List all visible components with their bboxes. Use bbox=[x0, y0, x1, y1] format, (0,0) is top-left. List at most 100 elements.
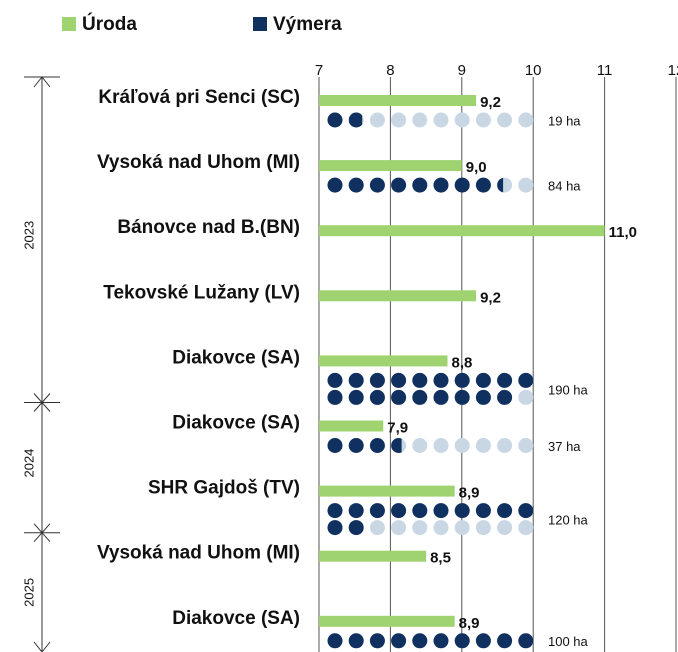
area-dot bbox=[327, 438, 343, 453]
legend-swatch bbox=[62, 17, 76, 31]
area-dot bbox=[475, 633, 491, 649]
x-tick-label: 11 bbox=[597, 62, 613, 79]
area-dot-bg bbox=[518, 438, 534, 453]
area-dot bbox=[369, 438, 385, 453]
area-dot bbox=[348, 372, 364, 388]
x-tick-label: 10 bbox=[525, 62, 542, 79]
area-dot bbox=[497, 177, 504, 193]
area-dot bbox=[348, 389, 364, 405]
category-label: Bánovce nad B.(BN) bbox=[117, 217, 300, 238]
bar bbox=[319, 615, 455, 627]
area-dot bbox=[327, 177, 343, 193]
area-label: 37 ha bbox=[548, 439, 581, 454]
category-label: Diakovce (SA) bbox=[172, 347, 300, 368]
area-dot-bg bbox=[454, 438, 470, 453]
area-dot bbox=[433, 177, 449, 193]
area-dot bbox=[412, 177, 428, 193]
arrow bbox=[33, 641, 51, 652]
area-dot-bg bbox=[475, 112, 491, 128]
area-dot bbox=[454, 389, 470, 405]
x-tick-label: 12 bbox=[668, 62, 678, 79]
area-dot bbox=[348, 438, 364, 453]
area-dot bbox=[454, 503, 470, 519]
area-dot bbox=[454, 372, 470, 388]
area-dot-bg bbox=[369, 520, 385, 536]
area-dot bbox=[327, 112, 343, 128]
area-dot bbox=[497, 633, 513, 649]
area-dot bbox=[369, 177, 385, 193]
area-dot-bg bbox=[454, 520, 470, 536]
bar bbox=[319, 225, 605, 237]
area-dot bbox=[454, 633, 470, 649]
area-dot bbox=[348, 112, 363, 128]
area-dot bbox=[369, 389, 385, 405]
x-tick-label: 8 bbox=[386, 62, 394, 79]
area-dot-bg bbox=[475, 520, 491, 536]
area-dot bbox=[348, 520, 364, 536]
area-dot bbox=[369, 372, 385, 388]
bar bbox=[319, 485, 455, 497]
area-dot bbox=[327, 520, 343, 536]
area-dot bbox=[412, 372, 428, 388]
area-dot bbox=[475, 177, 491, 193]
area-label: 19 ha bbox=[548, 113, 581, 128]
area-dot-bg bbox=[369, 112, 385, 128]
area-dot bbox=[433, 389, 449, 405]
area-dot-bg bbox=[412, 520, 428, 536]
area-dot bbox=[348, 633, 364, 649]
area-label: 100 ha bbox=[548, 634, 589, 649]
area-dot bbox=[327, 372, 343, 388]
area-dot bbox=[391, 389, 407, 405]
bracket-cross bbox=[33, 393, 51, 412]
category-label: Vysoká nad Uhom (MI) bbox=[97, 543, 300, 564]
area-dot-bg bbox=[518, 177, 534, 193]
area-dot-bg bbox=[433, 112, 449, 128]
area-dot bbox=[412, 633, 428, 649]
area-dot bbox=[518, 503, 534, 519]
area-dot-bg bbox=[497, 438, 513, 453]
value-label: 9,0 bbox=[466, 159, 487, 176]
area-dot-bg bbox=[497, 112, 513, 128]
area-dot bbox=[433, 503, 449, 519]
bar bbox=[319, 290, 477, 302]
area-dot bbox=[497, 503, 513, 519]
area-dot bbox=[454, 177, 470, 193]
area-dot bbox=[348, 177, 364, 193]
area-dot-bg bbox=[454, 112, 470, 128]
area-dot-bg bbox=[518, 112, 534, 128]
value-label: 9,2 bbox=[480, 289, 501, 306]
area-dot bbox=[412, 503, 428, 519]
area-dot bbox=[497, 389, 513, 405]
area-dot bbox=[475, 389, 491, 405]
area-label: 190 ha bbox=[548, 382, 589, 397]
area-dot bbox=[518, 633, 534, 649]
area-dot bbox=[369, 633, 385, 649]
legend-label: Výmera bbox=[273, 14, 342, 35]
bar bbox=[319, 550, 427, 562]
x-tick-label: 7 bbox=[315, 62, 323, 79]
area-dot bbox=[391, 503, 407, 519]
area-dot-bg bbox=[412, 438, 428, 453]
area-dot bbox=[348, 503, 364, 519]
category-label: Kráľová pri Senci (SC) bbox=[98, 87, 300, 108]
area-label: 84 ha bbox=[548, 179, 581, 194]
legend-swatch bbox=[253, 17, 267, 31]
area-dot bbox=[369, 503, 385, 519]
area-dot-bg bbox=[475, 438, 491, 453]
bar bbox=[319, 95, 477, 106]
area-dot-bg bbox=[391, 112, 407, 128]
year-label: 2024 bbox=[21, 449, 36, 478]
bar bbox=[319, 420, 384, 432]
area-dot bbox=[412, 389, 428, 405]
value-label: 9,2 bbox=[480, 94, 501, 111]
area-dot bbox=[475, 372, 491, 388]
area-dot bbox=[391, 633, 407, 649]
category-label: Diakovce (SA) bbox=[172, 413, 300, 434]
value-label: 8,5 bbox=[430, 550, 451, 567]
value-label: 8,9 bbox=[459, 615, 480, 632]
area-dot-bg bbox=[497, 520, 513, 536]
year-label: 2023 bbox=[21, 221, 36, 250]
area-dot-bg bbox=[391, 520, 407, 536]
category-label: Diakovce (SA) bbox=[172, 608, 300, 629]
